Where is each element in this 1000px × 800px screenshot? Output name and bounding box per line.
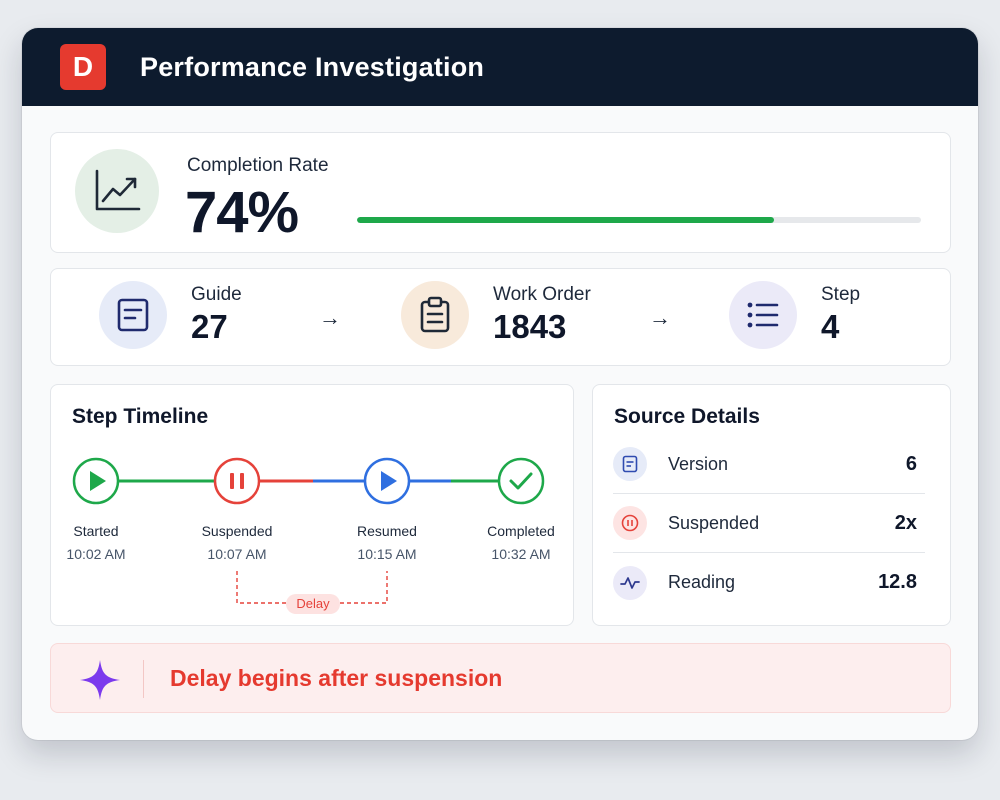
guide-label: Guide: [191, 284, 242, 305]
play-icon: [90, 471, 106, 491]
list-icon: [729, 281, 797, 349]
callout-divider: [143, 660, 144, 698]
app-logo: D: [60, 44, 106, 90]
callout-text: Delay begins after suspension: [170, 665, 503, 691]
completion-rate-label: Completion Rate: [187, 155, 329, 176]
source-label-reading: Reading: [668, 572, 736, 592]
page-title: Performance Investigation: [140, 51, 485, 82]
play-icon: [381, 471, 397, 491]
guide-value: 27: [191, 308, 228, 345]
document-icon: [613, 447, 647, 481]
arrow-right-icon: →: [649, 305, 671, 330]
work-order-label: Work Order: [493, 284, 591, 305]
timeline-time-suspended: 10:07 AM: [207, 546, 267, 562]
timeline-time-resumed: 10:15 AM: [357, 546, 417, 562]
timeline-label-resumed: Resumed: [357, 523, 417, 539]
pause-icon: [613, 506, 647, 540]
source-label-version: Version: [668, 453, 729, 474]
source-row-version: Version 6: [613, 435, 925, 494]
arrow-right-icon: →: [319, 305, 341, 330]
completion-rate-card: Completion Rate 74%: [50, 132, 951, 253]
step-value: 4: [821, 308, 840, 345]
source-details-title: Source Details: [614, 405, 760, 428]
resumed-node[interactable]: [363, 457, 411, 505]
source-label-suspended: Suspended: [668, 512, 760, 533]
timeline-time-completed: 10:32 AM: [491, 546, 551, 562]
timeline-label-completed: Completed: [487, 523, 555, 539]
pulse-icon: [613, 565, 647, 600]
work-order-value: 1843: [493, 308, 567, 345]
source-row-reading: Reading 12.8: [613, 553, 925, 612]
started-node[interactable]: [72, 457, 120, 505]
work-order-item[interactable]: Work Order 1843: [401, 281, 591, 349]
source-details-card: Source Details Version 6 Suspended: [592, 384, 951, 626]
source-value-version: 6: [905, 452, 917, 475]
title-bar: D Performance Investigation: [22, 28, 978, 106]
step-timeline-card: Step Timeline: [50, 384, 574, 626]
insight-callout: Delay begins after suspension: [50, 643, 951, 713]
timeline-title: Step Timeline: [72, 405, 209, 428]
timeline-graphic: [72, 457, 545, 604]
timeline-time-started: 10:02 AM: [66, 546, 126, 562]
timeline-label-suspended: Suspended: [201, 523, 273, 539]
trend-chart-icon: [75, 149, 159, 233]
document-icon: [99, 281, 167, 349]
source-value-suspended: 2x: [894, 511, 917, 534]
sparkle-icon: [79, 659, 121, 706]
source-value-reading: 12.8: [878, 571, 917, 593]
completion-rate-value: 74%: [185, 180, 299, 245]
app-window: D Performance Investigation Completion R…: [22, 28, 978, 740]
completed-node[interactable]: [497, 457, 545, 505]
source-row-suspended: Suspended 2x: [613, 494, 925, 553]
suspended-node[interactable]: [213, 457, 261, 505]
progress-fill: [357, 217, 775, 223]
hierarchy-card: Guide 27 → Work Order 1843 →: [50, 268, 951, 366]
check-icon: [509, 472, 533, 490]
delay-badge: Delay: [286, 594, 340, 614]
step-item[interactable]: Step 4: [729, 281, 860, 349]
clipboard-icon: [401, 281, 469, 349]
guide-item[interactable]: Guide 27: [99, 281, 242, 349]
pause-icon: [230, 473, 244, 489]
step-label: Step: [821, 284, 861, 305]
timeline-label-started: Started: [73, 523, 119, 539]
completion-progress-bar: [357, 217, 921, 223]
